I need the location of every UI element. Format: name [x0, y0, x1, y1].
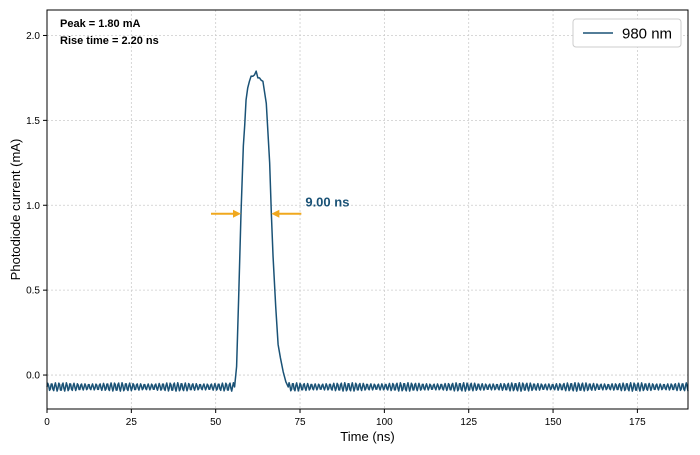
- y-tick-label-4: 2.0: [26, 31, 40, 42]
- x-tick-label-2: 50: [210, 417, 222, 428]
- x-axis-label: Time (ns): [340, 429, 394, 444]
- y-tick-label-2: 1.0: [26, 201, 40, 212]
- y-axis-label: Photodiode current (mA): [8, 139, 23, 281]
- x-tick-label-7: 175: [629, 417, 646, 428]
- axis-ticks: 0 25 50 75 100 125 150 175 0.0 0.5 1.0 1.5 2.0: [26, 31, 646, 428]
- x-tick-label-3: 75: [294, 417, 306, 428]
- x-tick-label-5: 125: [460, 417, 477, 428]
- y-tick-label-3: 1.5: [26, 116, 40, 127]
- grid: [46, 10, 688, 409]
- legend-box: [572, 18, 682, 48]
- y-tick-label-1: 0.5: [26, 286, 40, 297]
- plot-frame: [46, 9, 689, 410]
- fwhm-annotation: 9.00 ns: [210, 195, 349, 218]
- x-tick-label-6: 150: [545, 417, 562, 428]
- fwhm-label: 9.00 ns: [305, 195, 349, 210]
- peak-annotation: Peak = 1.80 mA: [60, 18, 140, 30]
- x-tick-label-4: 100: [376, 417, 393, 428]
- x-tick-label-1: 25: [126, 417, 138, 428]
- legend-label-980nm: 980 nm: [622, 26, 672, 43]
- x-tick-label-0: 0: [44, 417, 50, 428]
- series-layer: [46, 70, 689, 392]
- legend: 980 nm: [572, 18, 682, 48]
- series-line-980nm: [46, 70, 689, 392]
- rise-time-annotation: Rise time = 2.20 ns: [60, 35, 159, 47]
- y-tick-label-0: 0.0: [26, 371, 40, 382]
- fwhm-left-arrowhead: [232, 209, 241, 218]
- fwhm-right-arrowhead: [271, 209, 280, 218]
